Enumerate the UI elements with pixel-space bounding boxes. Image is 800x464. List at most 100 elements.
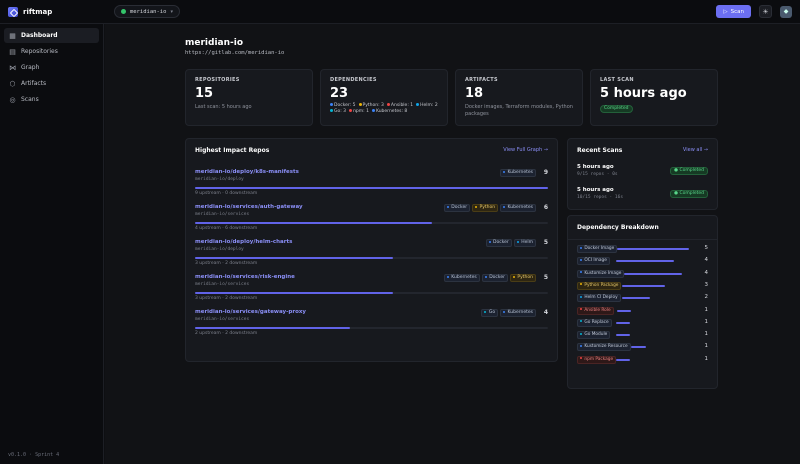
- stat-card-repositories[interactable]: REPOSITORIES 15 Last scan: 5 hours ago: [185, 69, 313, 126]
- dependency-type-label: Go Module: [577, 331, 611, 340]
- sidebar-item-graph[interactable]: ⋈ Graph: [4, 60, 99, 75]
- dependency-bar-track: [616, 321, 696, 324]
- brand[interactable]: riftmap: [0, 6, 104, 17]
- dependency-chip: Kubernetes: 8: [371, 109, 407, 115]
- dependency-row[interactable]: Docker Image 5: [577, 244, 708, 254]
- dependency-row[interactable]: Ansible Role 1: [577, 306, 708, 316]
- stat-value: 15: [195, 86, 214, 101]
- impact-bar: [195, 257, 393, 259]
- chip-dot-icon: [330, 109, 333, 112]
- sidebar-item-artifacts[interactable]: ⬡ Artifacts: [4, 76, 99, 91]
- tag-label: Docker: [487, 275, 505, 280]
- repo-name-link[interactable]: meridian-io/services/risk-engine: [195, 274, 295, 280]
- dependency-row[interactable]: Python Package 3: [577, 281, 708, 291]
- repo-name-link[interactable]: meridian-io/deploy/helm-charts: [195, 239, 293, 245]
- dependency-chip: Docker: 5: [330, 103, 356, 109]
- dependency-count: 4: [704, 257, 709, 264]
- repo-path: meridian-io/services: [195, 282, 250, 287]
- chip-dot-icon: [416, 103, 420, 106]
- repo-name-link[interactable]: meridian-io/services/gateway-proxy: [195, 309, 306, 315]
- repo-meta: 2 upstream · 2 downstream: [195, 331, 258, 336]
- dependency-count: 1: [704, 306, 709, 313]
- dependency-type-label: Docker Image: [577, 245, 618, 253]
- label-text: OCI Image: [583, 258, 607, 264]
- dependency-count: 3: [704, 281, 709, 288]
- chip-dot-icon: [580, 295, 582, 298]
- repo-name-link[interactable]: meridian-io/deploy/k8s-manifests: [195, 169, 299, 175]
- repo-row[interactable]: meridian-io/services/risk-engine meridian…: [195, 274, 548, 308]
- dependency-row[interactable]: Kustomize Image 4: [577, 269, 708, 279]
- label-text: Go Replace: [583, 319, 609, 325]
- sidebar-item-label: Repositories: [21, 48, 58, 55]
- sidebar-item-scans[interactable]: ◎ Scans: [4, 92, 99, 107]
- chip-dot-icon: [475, 205, 478, 208]
- chip-dot-icon: [484, 275, 487, 278]
- impact-count: 5: [543, 274, 548, 281]
- dependency-count: 5: [704, 245, 709, 251]
- recent-scans-panel: Recent Scans View all → 5 hours ago 9/15 …: [567, 138, 718, 210]
- impact-count: 5: [543, 239, 548, 246]
- stat-card-dependencies[interactable]: DEPENDENCIES 23 Docker: 5 Python: 3 Ansibl…: [320, 69, 448, 126]
- dependency-row[interactable]: npm Package 1: [577, 355, 708, 365]
- impact-count: 6: [543, 204, 548, 211]
- dependency-row[interactable]: Go Replace 1: [577, 318, 708, 328]
- repo-row[interactable]: meridian-io/services/auth-gateway meridia…: [195, 204, 548, 238]
- chip-label: Python: 3: [362, 103, 384, 108]
- panel-title: Recent Scans: [577, 147, 623, 154]
- sidebar-item-dashboard[interactable]: ▦ Dashboard: [4, 28, 99, 43]
- avatar[interactable]: ◆: [780, 5, 792, 18]
- repo-tags: Docker Helm: [485, 239, 536, 247]
- sidebar-item-repositories[interactable]: ▤ Repositories: [4, 44, 99, 59]
- repo-meta: 4 upstream · 6 downstream: [195, 226, 258, 231]
- dependency-count: 2: [704, 294, 709, 301]
- repo-row[interactable]: meridian-io/deploy/helm-charts meridian-i…: [195, 239, 548, 273]
- tag-label: Go: [487, 310, 496, 315]
- repo-row[interactable]: meridian-io/services/gateway-proxy meridi…: [195, 309, 548, 343]
- dependency-row[interactable]: Go Module 1: [577, 330, 708, 340]
- stat-value: 18: [465, 86, 484, 101]
- repo-tags: Docker Python Kubernetes: [443, 204, 536, 212]
- view-full-graph-link[interactable]: View Full Graph →: [503, 147, 548, 153]
- status-badge: ● Completed: [670, 190, 708, 198]
- chip-dot-icon: [580, 246, 582, 249]
- repo-meta: 3 upstream · 2 downstream: [195, 296, 258, 301]
- dependency-row[interactable]: OCI Image 4: [577, 256, 708, 266]
- label-text: npm Package: [583, 356, 614, 362]
- main-content: meridian-io https://gitlab.com/meridian-…: [105, 24, 800, 464]
- chip-dot-icon: [503, 310, 506, 313]
- workspace-selector[interactable]: meridian-io ▾: [114, 5, 180, 18]
- dependency-bar: [616, 309, 632, 312]
- chip-dot-icon: [349, 109, 353, 112]
- repo-row[interactable]: meridian-io/deploy/k8s-manifests meridian…: [195, 169, 548, 203]
- theme-toggle-button[interactable]: ☀: [759, 5, 772, 18]
- dependency-tag: Docker: [481, 274, 508, 282]
- scan-row[interactable]: 5 hours ago 10/15 repos · 16s ● Completed: [577, 187, 708, 207]
- dependency-row[interactable]: Helm CI Deploy 2: [577, 293, 708, 303]
- dependency-chip: Python: 3: [358, 103, 384, 109]
- dependency-type-label: Go Replace: [577, 318, 612, 327]
- repo-path: meridian-io/deploy: [195, 177, 244, 182]
- dependency-bar: [624, 272, 682, 275]
- stat-card-artifacts[interactable]: ARTIFACTS 18 Docker images, Terraform mo…: [455, 69, 583, 126]
- stat-card-last-scan[interactable]: LAST SCAN 5 hours ago Completed: [590, 69, 718, 126]
- dependency-row[interactable]: Kustomize Resource 1: [577, 342, 708, 352]
- dependency-bar-track: [616, 248, 696, 250]
- dependency-tag: Helm: [513, 239, 536, 247]
- view-all-scans-link[interactable]: View all →: [682, 147, 708, 153]
- impact-bar-track: [195, 292, 548, 294]
- dependency-tag: Go: [481, 309, 499, 317]
- dependency-chip: Go: 3: [330, 109, 346, 115]
- scan-row[interactable]: 5 hours ago 9/15 repos · 0s ● Completed: [577, 164, 708, 184]
- stat-subtext: Docker images, Terraform modules, Python…: [465, 104, 573, 117]
- scan-button[interactable]: ▷ Scan: [716, 5, 751, 18]
- dependency-bar-track: [616, 309, 696, 312]
- sun-icon: ☀: [762, 7, 769, 16]
- page-url[interactable]: https://gitlab.com/meridian-io: [185, 50, 285, 56]
- repo-name-link[interactable]: meridian-io/services/auth-gateway: [195, 204, 303, 210]
- impact-bar: [195, 327, 351, 329]
- status-badge: Completed: [600, 105, 633, 113]
- dependency-tag: Docker: [443, 204, 471, 212]
- dependency-chip: Helm: 2: [416, 103, 438, 109]
- stat-value: 5 hours ago: [600, 86, 687, 101]
- impact-bar: [195, 292, 393, 294]
